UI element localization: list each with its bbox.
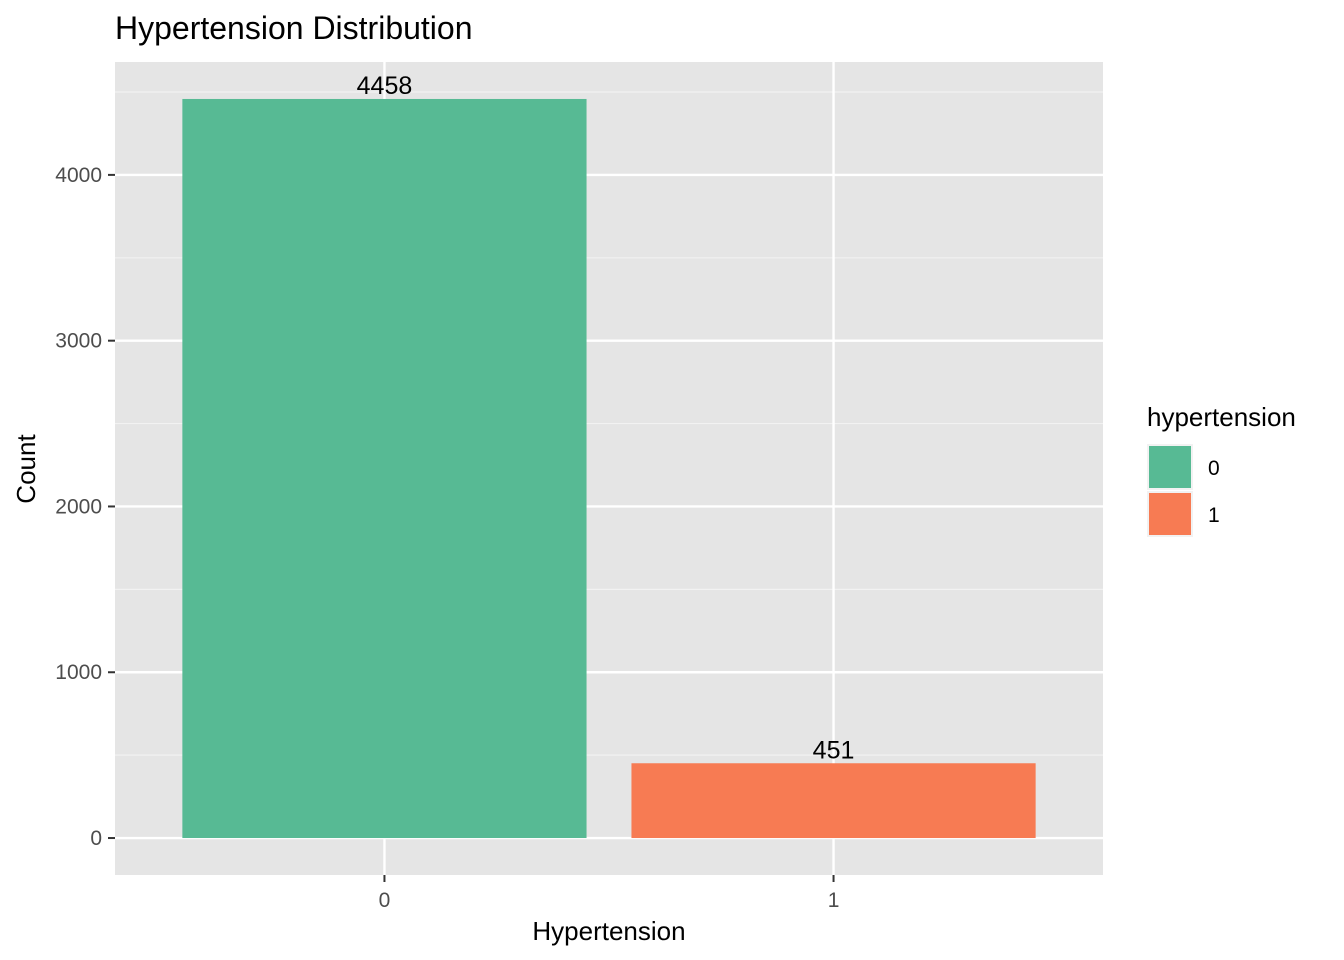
legend: hypertension 0 1: [1147, 402, 1296, 537]
y-axis-label: Count: [11, 434, 41, 504]
y-tick-label: 4000: [55, 164, 102, 187]
legend-label-0: 0: [1208, 457, 1220, 480]
bar-0: [182, 98, 587, 839]
data-label-1: 451: [813, 736, 855, 764]
bar-group: [182, 98, 1036, 839]
y-tick-label: 1000: [55, 661, 102, 684]
legend-title: hypertension: [1147, 402, 1296, 432]
y-axis: 0 1000 2000 3000 4000: [55, 164, 115, 850]
data-label-0: 4458: [357, 72, 413, 100]
data-label-group: 4458 451: [357, 72, 855, 764]
legend-swatch-1: [1149, 493, 1191, 535]
y-tick-label: 0: [90, 827, 102, 850]
legend-label-1: 1: [1208, 504, 1220, 527]
y-tick-label: 2000: [55, 495, 102, 518]
chart-title: Hypertension Distribution: [115, 10, 473, 46]
x-tick-label: 0: [379, 889, 391, 912]
x-tick-label: 1: [828, 889, 840, 912]
bar-1: [631, 763, 1036, 839]
y-tick-label: 3000: [55, 330, 102, 353]
x-axis-label: Hypertension: [532, 916, 685, 946]
legend-swatch-0: [1149, 446, 1191, 488]
